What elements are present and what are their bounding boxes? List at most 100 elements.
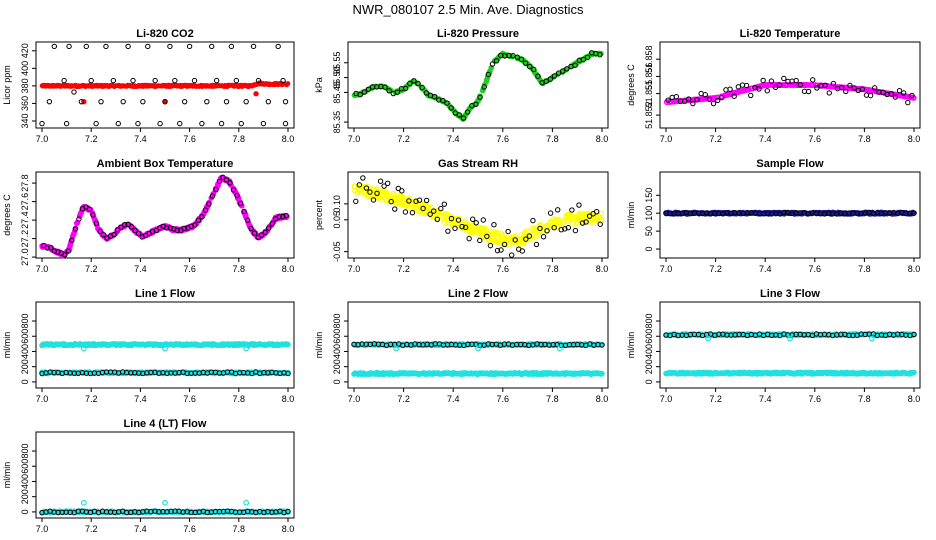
x-tick-label-line3: 8.0: [908, 394, 921, 404]
y-tick-label-co2: 400: [20, 61, 30, 76]
data-point-rh-sample: [377, 178, 384, 184]
data-point-pressure-sample: [560, 68, 566, 74]
data-point-rh-average: [553, 216, 560, 223]
data-point-box_temp-sample: [100, 231, 107, 238]
data-point-rh-sample: [356, 182, 363, 188]
x-tick-label-rh: 7.2: [397, 264, 410, 274]
y-tick-label-sample_flow: 0: [644, 247, 654, 252]
data-point-co2-sample: [98, 98, 104, 105]
x-tick-label-co2: 8.0: [282, 134, 295, 144]
data-point-pressure-sample: [386, 88, 392, 94]
data-point-box_temp-sample: [248, 225, 254, 232]
data-point-rh-average: [392, 194, 398, 201]
plot-frame-rh: [347, 171, 609, 259]
y-tick-label-line3: 800: [644, 314, 654, 329]
data-point-box_temp-sample: [199, 214, 205, 220]
data-point-box_temp-sample: [230, 187, 237, 193]
data-point-box_temp-sample: [114, 227, 121, 233]
data-point-rh-sample: [455, 217, 462, 223]
data-point-licor_temp-sample: [896, 87, 903, 94]
data-point-pressure-sample: [518, 56, 525, 63]
data-point-pressure-sample: [464, 109, 471, 115]
data-point-licor_temp-sample: [880, 89, 886, 96]
data-point-licor_temp-sample: [888, 91, 894, 97]
data-point-rh-sample: [392, 206, 398, 212]
outlier-point-line3: [787, 335, 793, 342]
data-point-box_temp-sample: [164, 225, 170, 231]
plot-frame-sample_flow: [659, 171, 921, 259]
data-point-rh-average: [547, 221, 554, 227]
data-point-box_temp-sample: [262, 229, 268, 236]
x-tick-label-rh: 7.8: [546, 264, 559, 274]
y-axis-label-box_temp: degrees C: [2, 194, 12, 236]
x-tick-label-rh: 7.0: [348, 264, 361, 274]
data-point-rh-average: [552, 218, 559, 225]
panel-title-line1: Line 1 Flow: [135, 288, 195, 300]
panel-title-line4: Line 4 (LT) Flow: [124, 418, 207, 430]
data-point-licor_temp-sample: [686, 96, 692, 102]
data-point-box_temp-sample: [72, 226, 79, 232]
plot-frame-pressure: [347, 41, 609, 129]
x-tick-label-licor_temp: 7.4: [759, 134, 772, 144]
data-point-co2-sample: [66, 43, 72, 50]
data-point-pressure-sample: [402, 85, 409, 92]
data-point-rh-sample: [544, 228, 550, 234]
x-tick-label-box_temp: 8.0: [282, 264, 295, 274]
data-point-rh-sample: [508, 252, 515, 258]
y-tick-label-licor_temp: 51.852: [644, 101, 654, 129]
panel-title-co2: Li-820 CO2: [136, 28, 193, 40]
data-point-rh-average: [583, 213, 589, 219]
outlier-point-line3: [705, 335, 712, 342]
x-tick-label-licor_temp: 7.0: [660, 134, 673, 144]
data-point-licor_temp-sample: [830, 80, 837, 87]
y-tick-label-pressure: 85.50: [332, 66, 342, 89]
y-tick-label-line3: 600: [644, 329, 654, 344]
y-tick-label-sample_flow: 50: [644, 226, 654, 236]
data-point-co2-sample: [115, 120, 121, 127]
data-point-box_temp-sample: [209, 193, 216, 199]
data-point-co2-sample: [282, 98, 289, 105]
data-point-rh-average: [574, 214, 580, 220]
data-point-rh-average: [592, 216, 599, 223]
data-point-rh-sample: [537, 225, 543, 232]
data-point-co2-sample: [152, 77, 158, 84]
data-point-pressure-sample: [394, 89, 401, 95]
x-tick-label-pressure: 8.0: [596, 134, 609, 144]
x-tick-label-line4: 8.0: [282, 524, 295, 534]
data-point-co2-sample: [63, 120, 70, 127]
outlier-point-line4: [162, 499, 168, 506]
data-point-licor_temp-sample: [797, 82, 804, 88]
data-point-rh-sample: [530, 217, 536, 224]
x-tick-label-co2: 7.8: [233, 134, 246, 144]
y-tick-label-box_temp: 27.6: [20, 193, 30, 211]
data-point-licor_temp-average: [825, 83, 832, 89]
data-point-rh-sample: [445, 228, 451, 234]
outlier-point-co2: [253, 91, 259, 97]
data-point-box_temp-sample: [206, 201, 212, 207]
data-point-licor_temp-average: [760, 82, 767, 89]
data-point-licor_temp-sample: [776, 82, 783, 88]
x-tick-label-line2: 7.4: [447, 394, 460, 404]
data-point-rh-average: [563, 212, 570, 219]
data-point-box_temp-sample: [213, 186, 219, 193]
y-axis-label-co2: Licor ppm: [2, 65, 12, 105]
data-point-rh-sample: [583, 219, 589, 225]
x-tick-label-rh: 7.6: [497, 264, 510, 274]
data-point-pressure-sample: [456, 112, 463, 118]
x-tick-label-co2: 7.0: [36, 134, 49, 144]
data-point-line3: [911, 331, 917, 338]
plot-frame-line1: [35, 301, 295, 389]
data-point-licor_temp-sample: [681, 98, 688, 104]
data-point-licor_temp-sample: [706, 96, 713, 103]
x-tick-label-sample_flow: 8.0: [908, 264, 921, 274]
data-point-rh-average: [593, 213, 600, 220]
data-point-box_temp-sample: [188, 223, 195, 229]
data-point-pressure-sample: [584, 54, 591, 61]
x-tick-label-line3: 7.4: [759, 394, 772, 404]
data-point-rh-sample: [420, 205, 426, 212]
panel-title-sample_flow: Sample Flow: [756, 158, 824, 170]
data-point-box_temp-sample: [223, 177, 230, 183]
data-point-rh-sample: [565, 225, 572, 231]
x-tick-label-line3: 7.0: [660, 394, 673, 404]
data-point-co2-sample: [223, 98, 230, 105]
